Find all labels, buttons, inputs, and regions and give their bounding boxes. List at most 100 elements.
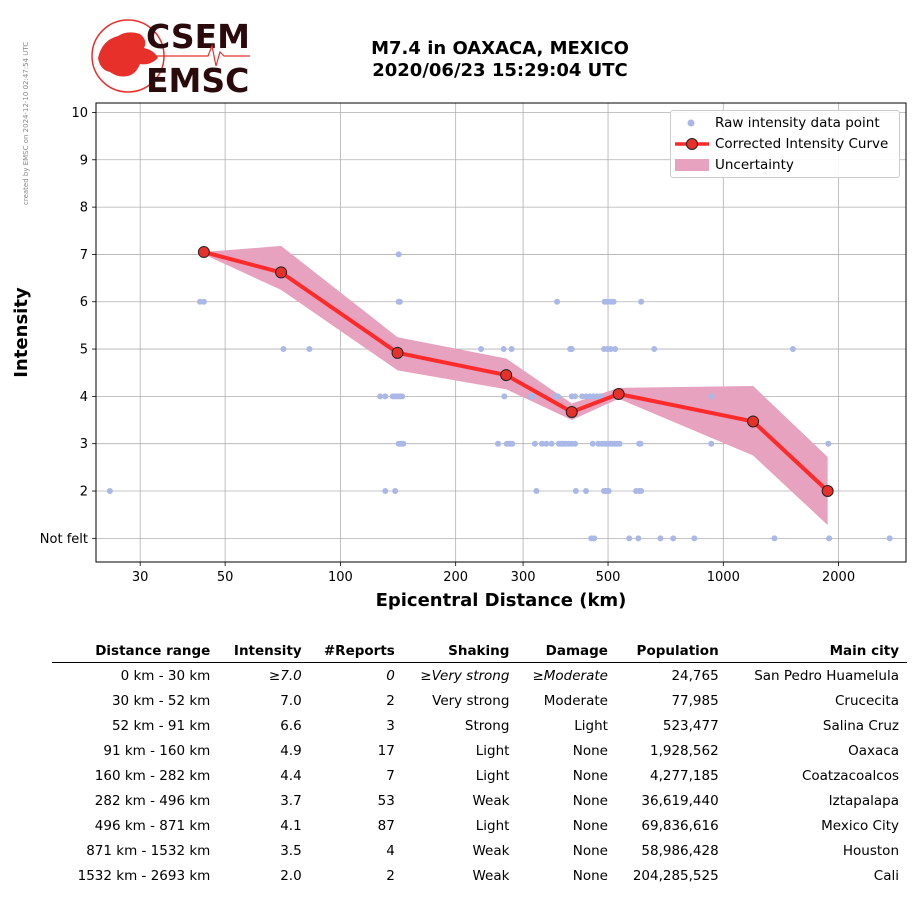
table-cell: 77,985 xyxy=(671,692,719,709)
logo-map-icon xyxy=(98,32,158,77)
raw-data-point xyxy=(495,440,502,447)
table-body: 0 km - 30 km ≥7.0 0 ≥Very strong ≥Moderate 24… xyxy=(52,663,907,889)
table-cell: ≥Moderate xyxy=(532,667,608,684)
raw-data-point xyxy=(597,393,604,400)
legend-uncertainty-swatch xyxy=(675,159,709,171)
raw-data-point xyxy=(612,346,619,353)
raw-data-point xyxy=(200,298,207,305)
raw-data-point xyxy=(610,298,617,305)
raw-data-point xyxy=(789,346,796,353)
raw-data-point xyxy=(635,535,642,542)
raw-data-point xyxy=(607,346,614,353)
curve-layer xyxy=(197,246,834,498)
raw-data-point xyxy=(638,298,645,305)
curve-point xyxy=(565,405,578,418)
raw-data-point xyxy=(400,440,407,447)
table-row: 0 km - 30 km ≥7.0 0 ≥Very strong ≥Moderate 24… xyxy=(52,663,907,689)
y-tick-label: 2 xyxy=(80,485,88,500)
raw-data-point xyxy=(886,535,893,542)
curve-point xyxy=(747,415,760,428)
table-cell: 52 km - 91 km xyxy=(111,717,211,734)
table-cell: San Pedro Huamelula xyxy=(754,667,899,684)
table-cell: 871 km - 1532 km xyxy=(86,842,211,859)
table-cell: 58,986,428 xyxy=(641,842,719,859)
table-cell: 87 xyxy=(377,817,395,834)
x-tick-label: 30 xyxy=(132,570,149,585)
raw-data-point xyxy=(106,488,113,495)
y-tick-label: 7 xyxy=(80,248,88,263)
uncertainty-band xyxy=(203,245,828,526)
raw-data-point xyxy=(572,393,579,400)
table-header-cell: Damage xyxy=(517,640,616,663)
table-cell: Salina Cruz xyxy=(822,717,899,734)
intensity-summary-table: Distance range Intensity #Reports Shaking Da… xyxy=(52,640,907,888)
raw-data-point xyxy=(708,440,715,447)
table-cell: Coatzacoalcos xyxy=(801,767,899,784)
y-tick-label: 4 xyxy=(80,390,88,405)
raw-data-point xyxy=(478,346,485,353)
raw-data-point xyxy=(382,488,389,495)
table-cell: 523,477 xyxy=(662,717,719,734)
table-cell: Weak xyxy=(472,792,510,809)
raw-data-point xyxy=(500,346,507,353)
raw-data-point xyxy=(392,488,399,495)
curve-point xyxy=(612,388,625,401)
table-cell: ≥7.0 xyxy=(268,667,302,684)
table-cell: 4 xyxy=(386,842,395,859)
table-cell: 36,619,440 xyxy=(641,792,719,809)
y-axis-label: Intensity xyxy=(11,287,32,378)
table-row: 1532 km - 2693 km 2.0 2 Weak None 204,285,525… xyxy=(52,863,907,888)
table-cell: 1532 km - 2693 km xyxy=(77,867,211,884)
raw-data-point xyxy=(591,535,598,542)
table-cell: 204,285,525 xyxy=(632,867,719,884)
raw-data-point xyxy=(651,346,658,353)
raw-data-point xyxy=(616,440,623,447)
curve-point xyxy=(500,369,513,382)
uncertainty-band-layer xyxy=(203,245,828,526)
table-cell: 7.0 xyxy=(280,692,302,709)
raw-data-point xyxy=(554,393,561,400)
table-row: 160 km - 282 km 4.4 7 Light None 4,277,185 Coa… xyxy=(52,763,907,788)
table-cell: 4.9 xyxy=(280,742,302,759)
raw-data-point xyxy=(538,440,545,447)
table-cell: Crucecita xyxy=(835,692,899,709)
table-cell: None xyxy=(572,742,608,759)
table-cell: 160 km - 282 km xyxy=(94,767,211,784)
table-cell: 7 xyxy=(386,767,395,784)
chart-title-line1: M7.4 in OAXACA, MEXICO xyxy=(371,38,629,59)
table-row: 871 km - 1532 km 3.5 4 Weak None 58,986,428 Ho… xyxy=(52,838,907,863)
table-cell: 30 km - 52 km xyxy=(111,692,211,709)
raw-data-point xyxy=(533,488,540,495)
table-cell: Cali xyxy=(873,867,899,884)
raw-data-point xyxy=(657,535,664,542)
table-cell: 1,928,562 xyxy=(649,742,719,759)
table-row: 282 km - 496 km 3.7 53 Weak None 36,619,440 Iz… xyxy=(52,788,907,813)
raw-data-point xyxy=(670,535,677,542)
raw-data-point xyxy=(583,488,590,495)
raw-data-point xyxy=(626,535,633,542)
table-cell: 4.1 xyxy=(280,817,302,834)
table-cell: 2 xyxy=(386,867,395,884)
logo-text-csem: CSEM xyxy=(146,18,250,56)
legend-label-uncertainty: Uncertainty xyxy=(715,157,794,173)
chart-grid xyxy=(96,103,906,562)
raw-data-point xyxy=(531,440,538,447)
table-cell: 4,277,185 xyxy=(649,767,719,784)
table-cell: None xyxy=(572,792,608,809)
y-tick-label: 5 xyxy=(80,343,88,358)
table-cell: 0 km - 30 km xyxy=(120,667,211,684)
table-header-cell: Distance range xyxy=(52,640,221,663)
raw-data-point xyxy=(543,440,550,447)
table-cell: None xyxy=(572,767,608,784)
legend-raw-marker xyxy=(687,119,695,127)
legend-item-raw: Raw intensity data point xyxy=(671,113,899,133)
plot-frame xyxy=(95,102,907,563)
raw-data-point xyxy=(589,440,596,447)
table-row: 52 km - 91 km 6.6 3 Strong Light 523,477 Salin… xyxy=(52,713,907,738)
table-row: 496 km - 871 km 4.1 87 Light None 69,836,616 M… xyxy=(52,813,907,838)
curve-point xyxy=(821,485,834,498)
table-cell: 24,765 xyxy=(671,667,719,684)
raw-data-point xyxy=(395,251,402,258)
table-cell: Light xyxy=(475,767,510,784)
table-cell: 17 xyxy=(377,742,395,759)
